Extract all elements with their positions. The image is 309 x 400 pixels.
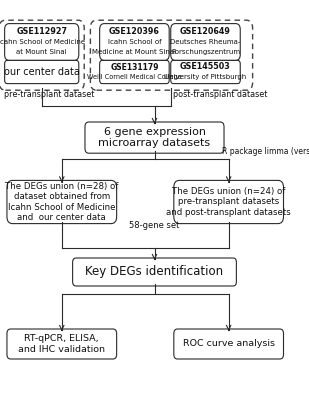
Text: 58-gene set: 58-gene set [129, 222, 180, 230]
Text: GSE131179: GSE131179 [110, 63, 159, 72]
Text: 6 gene expression
microarray datasets: 6 gene expression microarray datasets [99, 127, 210, 148]
Text: GSE112927: GSE112927 [16, 28, 67, 36]
Text: Icahn School of Medicine: Icahn School of Medicine [0, 39, 85, 45]
Text: GSE145503: GSE145503 [180, 62, 231, 72]
Text: our center data: our center data [4, 67, 80, 77]
Text: pre-transplant dataset: pre-transplant dataset [4, 90, 94, 99]
Text: The DEGs union (n=24) of
pre-transplant datasets
and post-transplant datasets: The DEGs union (n=24) of pre-transplant … [166, 187, 291, 217]
Text: The DEGs union (n=28) of
dataset obtained from
Icahn School of Medicine
and  our: The DEGs union (n=28) of dataset obtaine… [5, 182, 118, 222]
FancyBboxPatch shape [99, 60, 169, 84]
FancyBboxPatch shape [7, 180, 117, 224]
Text: RT-qPCR, ELISA,
and IHC validation: RT-qPCR, ELISA, and IHC validation [18, 334, 105, 354]
Text: ROC curve analysis: ROC curve analysis [183, 340, 275, 348]
Text: Forschungszentrum: Forschungszentrum [171, 49, 240, 55]
Text: University of Pittsburgh: University of Pittsburgh [164, 74, 247, 80]
Text: R package limma (version 4.0.4): R package limma (version 4.0.4) [222, 147, 309, 156]
Text: Key DEGs identification: Key DEGs identification [85, 266, 224, 278]
Text: Icahn School of: Icahn School of [108, 39, 161, 45]
Text: GSE120396: GSE120396 [109, 28, 160, 36]
FancyBboxPatch shape [171, 24, 240, 60]
Text: at Mount Sinai: at Mount Sinai [16, 49, 67, 55]
Text: post-transplant dataset: post-transplant dataset [173, 90, 267, 99]
FancyBboxPatch shape [5, 24, 79, 60]
FancyBboxPatch shape [7, 329, 117, 359]
FancyBboxPatch shape [174, 329, 284, 359]
FancyBboxPatch shape [85, 122, 224, 153]
FancyBboxPatch shape [174, 180, 284, 224]
FancyBboxPatch shape [5, 60, 79, 84]
Text: Deutsches Rheuma-: Deutsches Rheuma- [170, 39, 241, 45]
Text: Weill Cornell Medical College: Weill Cornell Medical College [87, 74, 182, 80]
FancyBboxPatch shape [99, 24, 169, 60]
FancyBboxPatch shape [171, 60, 240, 84]
FancyBboxPatch shape [73, 258, 236, 286]
Text: Medicine at Mount Sinai: Medicine at Mount Sinai [92, 49, 176, 55]
Text: GSE120649: GSE120649 [180, 28, 231, 36]
